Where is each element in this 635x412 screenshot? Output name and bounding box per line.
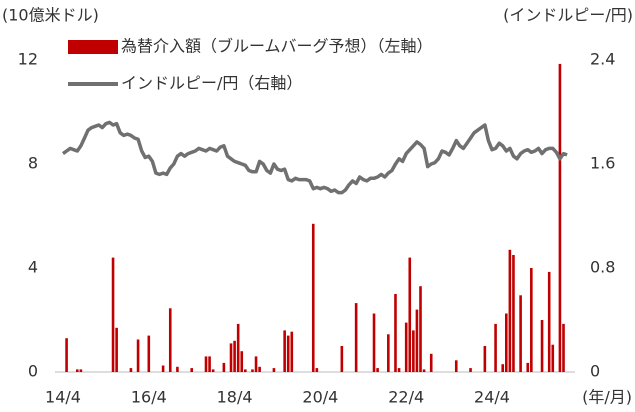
bar xyxy=(244,369,247,372)
bar xyxy=(340,346,344,372)
bar xyxy=(512,255,515,372)
y-axis-label: (10億米ドル) xyxy=(2,6,99,25)
x-tick-label: 14/4 xyxy=(45,388,81,407)
y-tick-label: 4 xyxy=(28,258,38,277)
bar xyxy=(412,330,415,372)
bar xyxy=(415,309,419,372)
bar xyxy=(136,339,140,372)
bar xyxy=(76,369,79,372)
y-tick-label: 8 xyxy=(28,154,38,173)
bar xyxy=(129,368,133,372)
bar xyxy=(551,344,555,372)
bar xyxy=(540,320,544,372)
bar xyxy=(254,356,258,372)
bar xyxy=(190,368,193,372)
bar xyxy=(404,322,408,372)
bar xyxy=(290,331,294,372)
bar xyxy=(376,368,379,372)
bar xyxy=(505,313,508,372)
legend-swatch xyxy=(68,40,118,54)
bar xyxy=(519,295,522,372)
bar xyxy=(372,313,376,372)
bar xyxy=(222,362,226,372)
legend-label: インドルピー/円（右軸） xyxy=(121,74,302,93)
y2-tick-label: 2.4 xyxy=(590,50,615,69)
y2-tick-label: 0 xyxy=(590,362,600,381)
bar xyxy=(547,271,551,372)
bar xyxy=(286,335,290,372)
bar xyxy=(501,364,505,372)
bar xyxy=(233,340,236,372)
bar xyxy=(111,257,115,372)
bar xyxy=(422,369,426,372)
bar xyxy=(204,356,208,372)
bar xyxy=(311,223,315,372)
bar xyxy=(483,346,487,372)
bar xyxy=(115,327,118,372)
bar xyxy=(272,368,276,372)
bar xyxy=(408,257,412,372)
bar xyxy=(526,362,530,372)
bar xyxy=(283,330,286,372)
bar xyxy=(494,323,497,372)
x-tick-label: 24/4 xyxy=(474,388,510,407)
bar xyxy=(240,351,244,372)
bar xyxy=(429,353,433,372)
y2-axis-label: (インドルピー/円) xyxy=(503,6,633,25)
bar xyxy=(354,303,358,372)
x-tick-label: 20/4 xyxy=(302,388,338,407)
bar xyxy=(147,335,151,372)
bar xyxy=(229,343,233,372)
bar xyxy=(454,360,458,372)
bar xyxy=(315,368,319,372)
bar xyxy=(236,323,240,372)
y2-tick-label: 1.6 xyxy=(590,154,615,173)
bar xyxy=(176,366,179,372)
y-tick-label: 0 xyxy=(28,362,38,381)
bar xyxy=(211,369,215,372)
x-axis-label: (年/月) xyxy=(582,388,632,407)
line xyxy=(61,120,568,195)
bar xyxy=(530,268,533,372)
bar xyxy=(558,63,562,373)
y-tick-label: 12 xyxy=(18,50,38,69)
y2-tick-label: 0.8 xyxy=(590,258,615,277)
legend-label: 為替介入額（ブルームバーグ予想）（左軸） xyxy=(121,37,433,56)
bar xyxy=(419,286,422,372)
x-tick-label: 18/4 xyxy=(217,388,253,407)
bar xyxy=(387,334,390,372)
x-tick-label: 22/4 xyxy=(388,388,424,407)
bar xyxy=(469,368,472,372)
bar xyxy=(394,294,397,372)
bar xyxy=(397,368,401,372)
x-tick-label: 16/4 xyxy=(131,388,167,407)
bar xyxy=(65,338,68,372)
bar xyxy=(168,308,172,372)
bar xyxy=(251,369,254,372)
bar xyxy=(562,323,565,372)
bar xyxy=(508,249,512,372)
bar xyxy=(208,356,211,372)
bar xyxy=(79,369,83,372)
bar xyxy=(258,366,261,372)
bar xyxy=(161,365,165,372)
